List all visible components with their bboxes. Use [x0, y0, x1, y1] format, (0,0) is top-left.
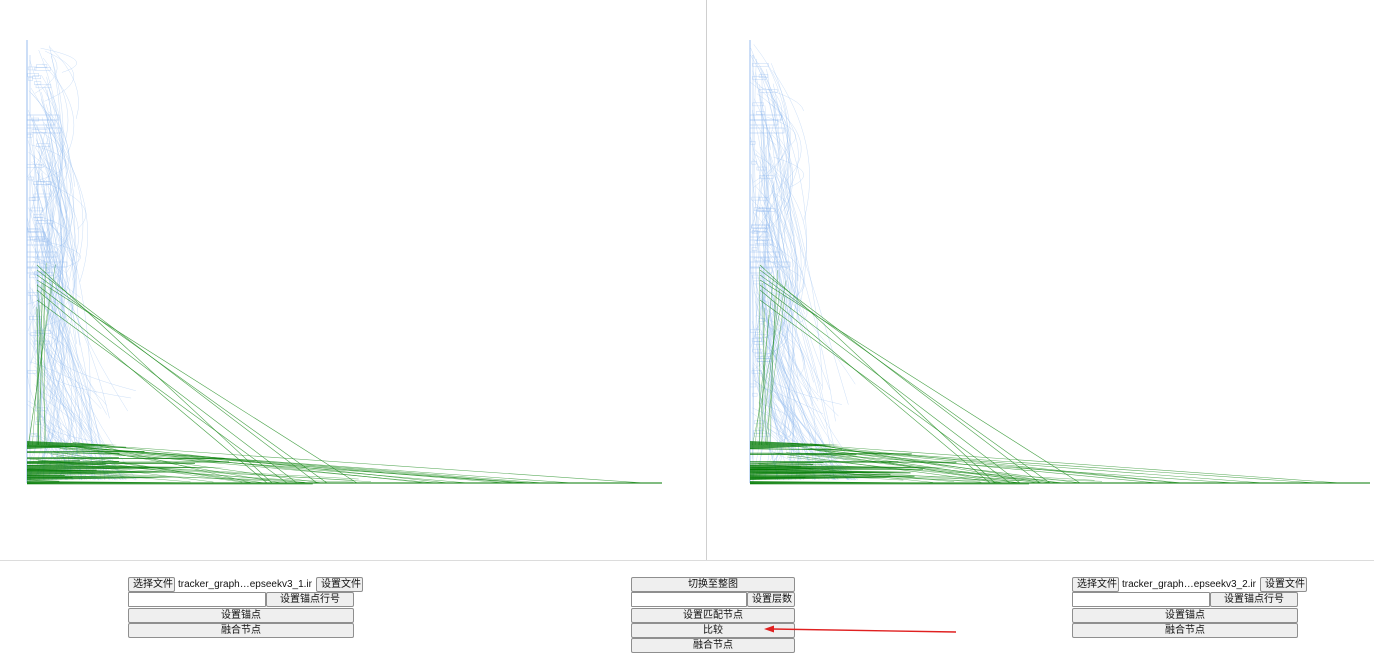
right-set-anchor-button[interactable]: 设置锚点 — [1072, 608, 1298, 623]
center-merge-nodes-button[interactable]: 融合节点 — [631, 638, 795, 653]
left-anchor-line-input[interactable] — [128, 592, 266, 607]
graph-edges — [26, 40, 662, 485]
right-set-file-button[interactable]: 设置文件 — [1259, 577, 1307, 592]
set-match-node-button[interactable]: 设置匹配节点 — [631, 608, 795, 623]
center-control-panel: 切换至整图 设置层数 设置匹配节点 比较 融合节点 — [631, 577, 795, 655]
right-graph-pane[interactable] — [707, 0, 1374, 560]
compare-button[interactable]: 比较 — [631, 623, 795, 638]
graph-viewport — [0, 0, 1374, 560]
left-merge-nodes-button[interactable]: 融合节点 — [128, 623, 354, 638]
right-file-name: tracker_graph…epseekv3_2.ir — [1122, 579, 1256, 590]
level-input[interactable] — [631, 592, 747, 607]
left-choose-file-button[interactable]: 选择文件 — [128, 577, 175, 592]
left-graph-pane[interactable] — [0, 0, 706, 560]
right-anchor-line-input[interactable] — [1072, 592, 1210, 607]
left-set-anchor-line-button[interactable]: 设置锚点行号 — [266, 592, 354, 607]
set-level-button[interactable]: 设置层数 — [747, 592, 795, 607]
graph-edges — [749, 40, 1370, 485]
toolbar-divider — [0, 560, 1374, 561]
left-set-anchor-button[interactable]: 设置锚点 — [128, 608, 354, 623]
right-choose-file-button[interactable]: 选择文件 — [1072, 577, 1119, 592]
right-merge-nodes-button[interactable]: 融合节点 — [1072, 623, 1298, 638]
left-graph-canvas[interactable] — [0, 0, 706, 560]
switch-full-graph-button[interactable]: 切换至整图 — [631, 577, 795, 592]
right-graph-canvas[interactable] — [707, 0, 1374, 560]
right-control-panel: 选择文件 tracker_graph…epseekv3_2.ir 设置文件 设置… — [1072, 577, 1307, 641]
left-set-file-button[interactable]: 设置文件 — [315, 577, 363, 592]
pane-divider[interactable] — [706, 0, 707, 560]
right-set-anchor-line-button[interactable]: 设置锚点行号 — [1210, 592, 1298, 607]
left-file-name: tracker_graph…epseekv3_1.ir — [178, 579, 312, 590]
left-control-panel: 选择文件 tracker_graph…epseekv3_1.ir 设置文件 设置… — [128, 577, 363, 641]
